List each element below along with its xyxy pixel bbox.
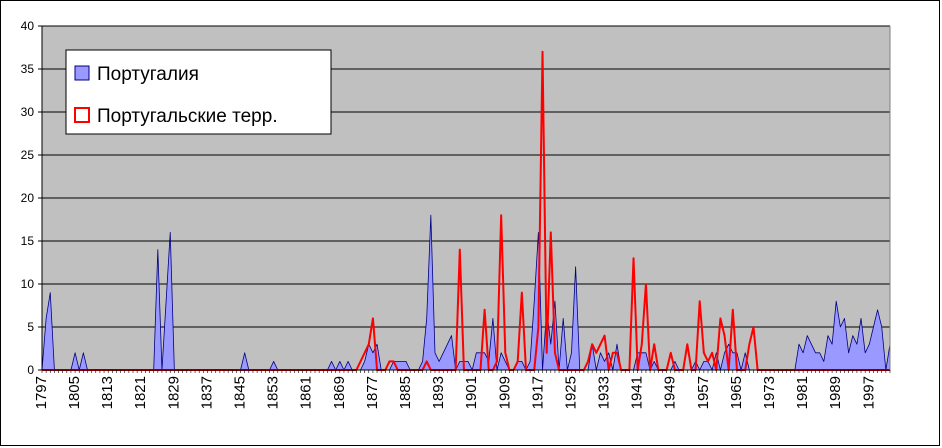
x-tick-label: 1965 bbox=[728, 376, 745, 409]
series-portugal-area bbox=[41, 214, 891, 371]
x-axis: 1797 1805 1813 1821 1829 1837 1845 1853 1861 1869… bbox=[33, 370, 891, 409]
x-tick-label: 1845 bbox=[232, 376, 249, 409]
x-tick-label: 1813 bbox=[99, 376, 116, 409]
x-tick-label: 1837 bbox=[198, 376, 215, 409]
x-tick-label: 1805 bbox=[66, 376, 83, 409]
x-tick-label: 1797 bbox=[33, 376, 50, 409]
y-tick-label: 15 bbox=[21, 234, 35, 248]
x-tick-label: 1861 bbox=[298, 376, 315, 409]
x-tick-label: 1853 bbox=[265, 376, 282, 409]
x-tick-label: 1941 bbox=[629, 376, 646, 409]
y-tick-label: 30 bbox=[21, 105, 35, 119]
legend-swatch-portugal bbox=[74, 65, 90, 81]
x-tick-label: 1893 bbox=[430, 376, 447, 409]
x-tick-label: 1869 bbox=[331, 376, 348, 409]
x-tick-label: 1973 bbox=[761, 376, 778, 409]
y-tick-label: 25 bbox=[21, 148, 35, 162]
y-tick-label: 35 bbox=[21, 62, 35, 76]
y-tick-label: 0 bbox=[27, 363, 34, 377]
x-tick-label: 1917 bbox=[529, 376, 546, 409]
x-tick-label: 1925 bbox=[562, 376, 579, 409]
x-tick-label: 1909 bbox=[496, 376, 513, 409]
legend-box bbox=[65, 49, 332, 135]
legend: Португалия Португальские терр. bbox=[65, 49, 332, 135]
x-tick-label: 1997 bbox=[860, 376, 877, 409]
y-axis: 0 5 10 15 20 25 30 35 40 bbox=[21, 19, 42, 377]
x-tick-label: 1901 bbox=[463, 376, 480, 409]
legend-label-territories: Португальские терр. bbox=[97, 106, 278, 127]
series-layer bbox=[41, 50, 891, 371]
x-tick-label: 1981 bbox=[794, 376, 811, 409]
x-tick-label: 1949 bbox=[662, 376, 679, 409]
x-tick-label: 1885 bbox=[397, 376, 414, 409]
legend-label-portugal: Португалия bbox=[97, 64, 199, 85]
y-tick-label: 5 bbox=[27, 320, 34, 334]
x-tick-label: 1821 bbox=[132, 376, 149, 409]
y-tick-label: 20 bbox=[21, 191, 35, 205]
y-tick-label: 40 bbox=[21, 19, 35, 33]
x-tick-label: 1933 bbox=[596, 376, 613, 409]
x-tick-label: 1829 bbox=[165, 376, 182, 409]
x-tick-label: 1989 bbox=[827, 376, 844, 409]
x-tick-label: 1957 bbox=[695, 376, 712, 409]
legend-swatch-territories bbox=[74, 107, 90, 123]
series-territories-line bbox=[42, 50, 890, 371]
x-tick-label: 1877 bbox=[364, 376, 381, 409]
y-tick-label: 10 bbox=[21, 277, 35, 291]
